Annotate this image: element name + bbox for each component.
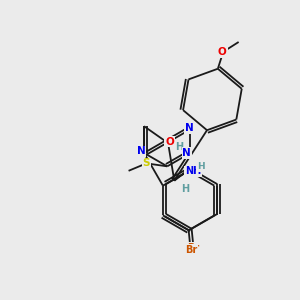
Text: H: H — [197, 162, 205, 171]
Text: Br: Br — [185, 244, 197, 255]
Text: O: O — [218, 47, 227, 57]
Text: H: H — [175, 142, 183, 152]
Text: S: S — [143, 158, 150, 168]
Text: N: N — [184, 123, 193, 133]
Text: H: H — [182, 184, 190, 194]
Text: NH: NH — [184, 166, 201, 176]
Text: N: N — [137, 146, 146, 157]
Text: O: O — [165, 136, 174, 147]
Text: Br: Br — [188, 243, 200, 253]
Text: N: N — [182, 148, 191, 158]
